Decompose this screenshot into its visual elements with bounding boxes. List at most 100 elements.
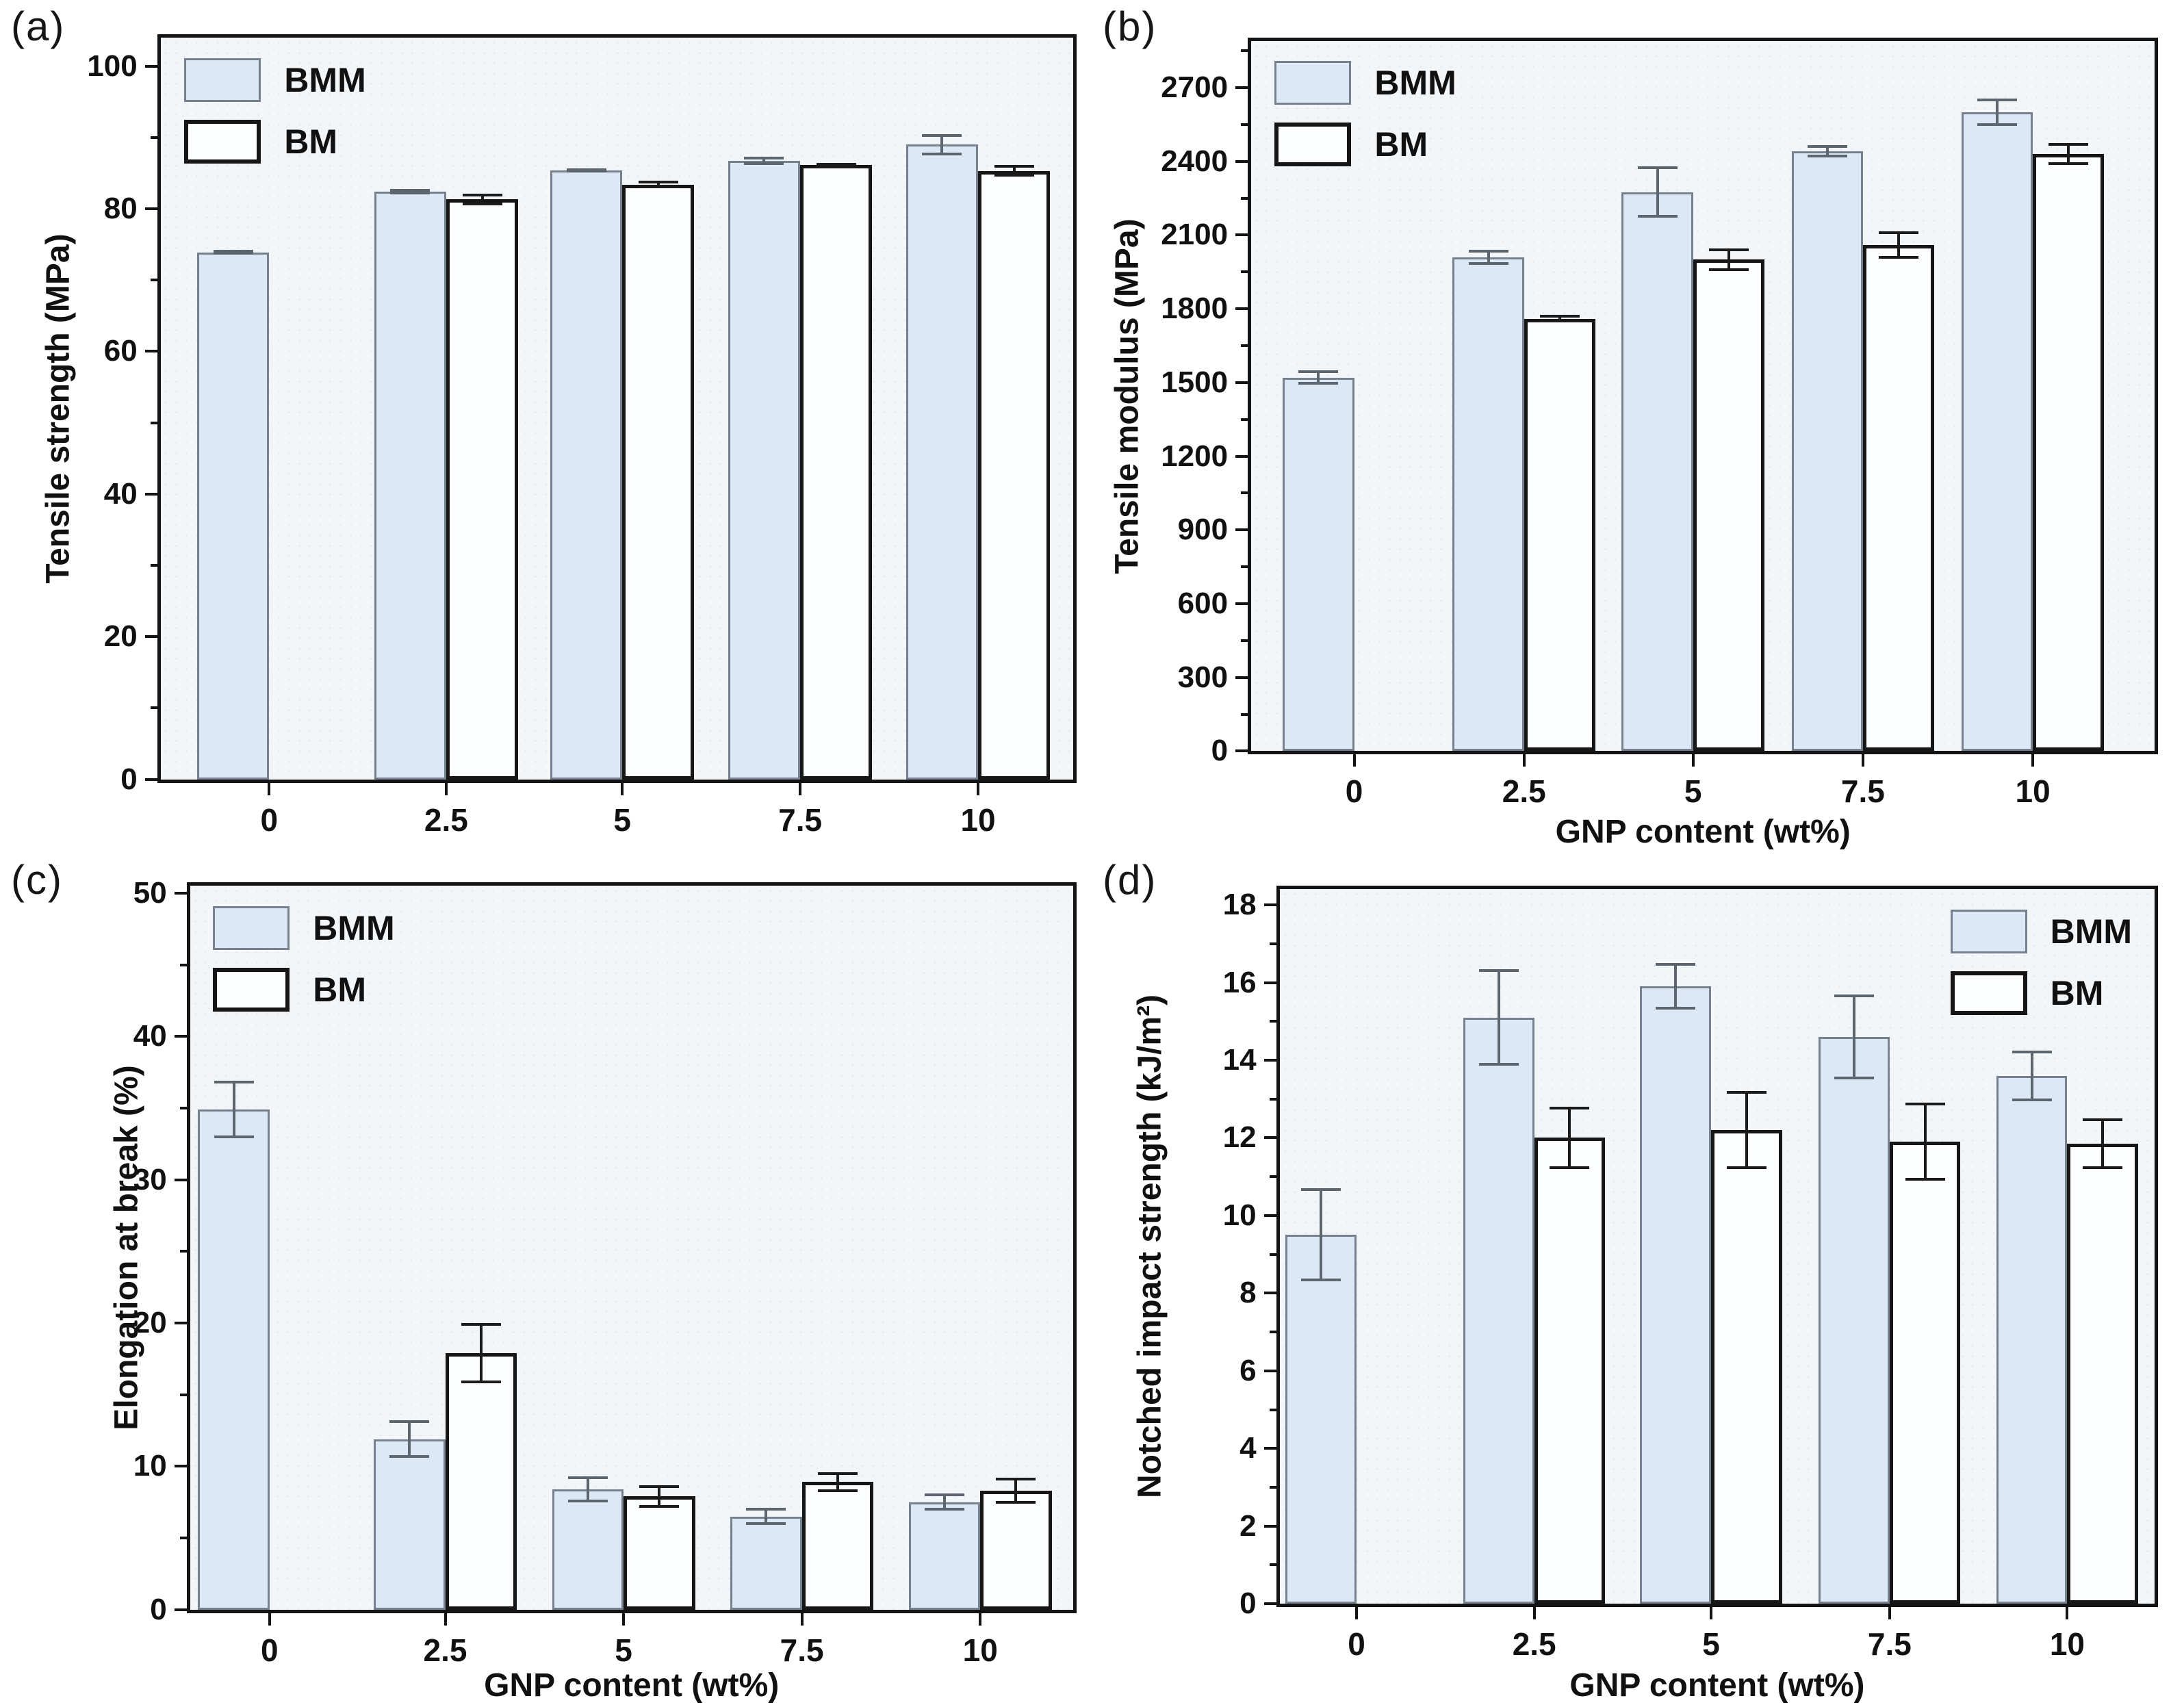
panel-b-tensile-modulus: (b) 0 300 600 900 1200 1500 1800 2100 2400 2700 0 2.… — [1092, 0, 2183, 854]
y-major-tick-a-100 — [144, 64, 157, 68]
error-cap-bottom — [567, 1499, 608, 1502]
error-cap-bottom — [1879, 255, 1919, 259]
plot-area-b: 0 300 600 900 1200 1500 1800 2100 2400 2700 0 2.5 5 7… — [1161, 37, 2159, 809]
legend-item-bmm-a: BMM — [184, 58, 366, 103]
error-cap-top — [1807, 145, 1847, 149]
error-cap-top — [1468, 250, 1508, 253]
y-tick-label-a-40: 40 — [103, 476, 138, 511]
legend-item-bm-a: BM — [184, 120, 365, 164]
y-tick-label-c-20: 20 — [133, 1306, 167, 1340]
y-major-tick-b-0 — [1235, 749, 1248, 753]
error-cap-top — [390, 188, 431, 192]
error-stem — [1897, 231, 1901, 259]
error-stem — [2067, 142, 2070, 166]
x-tick-label-c-5: 5 — [615, 1632, 632, 1668]
x-tick-label-d-10: 10 — [2049, 1626, 2085, 1663]
error-bar-bm-a-7.5 — [816, 163, 856, 168]
error-cap-bottom — [1905, 1177, 1945, 1181]
y-major-tick-d-14 — [1263, 1058, 1276, 1062]
bar-bmm-a-10 — [905, 144, 979, 780]
bar-bmm-b-5 — [1621, 192, 1693, 752]
y-tick-label-d-12: 12 — [1222, 1120, 1257, 1155]
y-axis-title-c: Elongation at break (%) — [108, 1065, 145, 1430]
error-cap-top — [213, 250, 253, 253]
y-major-tick-b-1500 — [1235, 381, 1248, 384]
x-tick-c-0 — [268, 1613, 271, 1626]
bar-bm-a-10 — [978, 170, 1051, 780]
legend-item-bmm-b: BMM — [1274, 60, 1456, 105]
error-stem — [1825, 145, 1829, 158]
error-bar-bm-a-5 — [638, 181, 678, 188]
error-cap-bottom — [1977, 123, 2017, 126]
bar-bmm-a-2.5 — [374, 191, 446, 780]
error-cap-bottom — [2083, 1166, 2123, 1169]
y-tick-label-a-0: 0 — [120, 762, 138, 796]
y-major-tick-c-20 — [174, 1322, 187, 1325]
y-minor-tick-a-90 — [150, 136, 157, 139]
error-bar-bmm-c-10 — [924, 1493, 964, 1511]
error-cap-top — [746, 1508, 786, 1511]
legend-swatch-bm — [1950, 971, 2027, 1015]
error-cap-top — [567, 1476, 608, 1480]
y-tick-label-d-2: 2 — [1239, 1509, 1257, 1543]
y-minor-tick-d-1 — [1269, 1563, 1276, 1567]
error-bar-bm-c-10 — [996, 1478, 1036, 1504]
error-bar-bmm-a-10 — [922, 133, 962, 155]
y-major-tick-d-10 — [1263, 1214, 1276, 1217]
legend-d: BMM BM — [1950, 909, 2132, 1015]
bar-bmm-d-10 — [1996, 1075, 2068, 1604]
error-cap-bottom — [1468, 261, 1508, 265]
y-major-tick-c-30 — [174, 1178, 187, 1181]
x-tick-b-5 — [1691, 754, 1695, 767]
error-bar-bm-c-5 — [639, 1485, 680, 1509]
error-cap-top — [1656, 963, 1696, 966]
bar-bmm-d-7.5 — [1819, 1036, 1890, 1604]
legend-swatch-bm — [184, 120, 261, 164]
error-bar-bm-a-10 — [994, 165, 1034, 177]
y-minor-tick-b-150 — [1241, 713, 1248, 716]
y-tick-label-b-300: 300 — [1177, 660, 1229, 694]
error-bar-bmm-c-5 — [567, 1476, 608, 1502]
bar-bm-a-7.5 — [800, 165, 873, 780]
x-tick-label-a-2.5: 2.5 — [424, 801, 468, 838]
error-cap-bottom — [1807, 155, 1847, 158]
error-cap-bottom — [817, 1489, 858, 1493]
y-tick-label-c-50: 50 — [133, 875, 167, 910]
panel-letter-a: (a) — [11, 3, 66, 49]
error-bar-bmm-a-0 — [213, 250, 253, 255]
error-stem — [1012, 165, 1016, 177]
x-tick-b-7.5 — [1861, 754, 1864, 767]
error-cap-bottom — [1550, 1166, 1590, 1169]
error-cap-top — [1879, 231, 1919, 235]
error-bar-bmm-b-0 — [1298, 370, 1339, 385]
y-minor-tick-b-2250 — [1241, 196, 1248, 200]
error-cap-top — [922, 133, 962, 137]
error-cap-bottom — [638, 185, 678, 188]
error-cap-top — [214, 1081, 254, 1084]
panel-a-tensile-strength: (a) 0 20 40 60 80 100 0 2.5 5 7.5 10 BMM BM Tensile st… — [0, 0, 1092, 854]
y-minor-tick-d-13 — [1269, 1097, 1276, 1101]
error-bar-bm-d-2.5 — [1550, 1107, 1590, 1169]
legend-item-bmm-d: BMM — [1950, 909, 2132, 953]
y-tick-label-d-6: 6 — [1239, 1353, 1257, 1387]
bar-bmm-c-2.5 — [374, 1439, 446, 1610]
y-minor-tick-a-10 — [150, 706, 157, 710]
bar-bm-c-5 — [624, 1496, 695, 1610]
error-cap-bottom — [214, 1135, 254, 1138]
y-major-tick-a-60 — [144, 350, 157, 353]
y-minor-tick-d-15 — [1269, 1020, 1276, 1023]
error-cap-bottom — [922, 152, 962, 155]
error-bar-bmm-c-2.5 — [389, 1420, 430, 1458]
bar-bmm-c-10 — [908, 1502, 981, 1610]
x-axis-title-d: GNP content (wt%) — [1569, 1667, 1865, 1704]
x-axis-title-b: GNP content (wt%) — [1555, 814, 1851, 850]
y-minor-tick-c-25 — [179, 1250, 187, 1253]
x-tick-label-a-5: 5 — [613, 801, 631, 838]
y-major-tick-b-900 — [1235, 528, 1248, 532]
bar-bm-d-10 — [2067, 1143, 2139, 1604]
y-minor-tick-a-50 — [150, 421, 157, 424]
error-cap-top — [461, 1323, 501, 1326]
error-bar-bm-c-7.5 — [817, 1472, 858, 1493]
y-major-tick-b-2100 — [1235, 233, 1248, 237]
error-cap-bottom — [2048, 162, 2089, 166]
